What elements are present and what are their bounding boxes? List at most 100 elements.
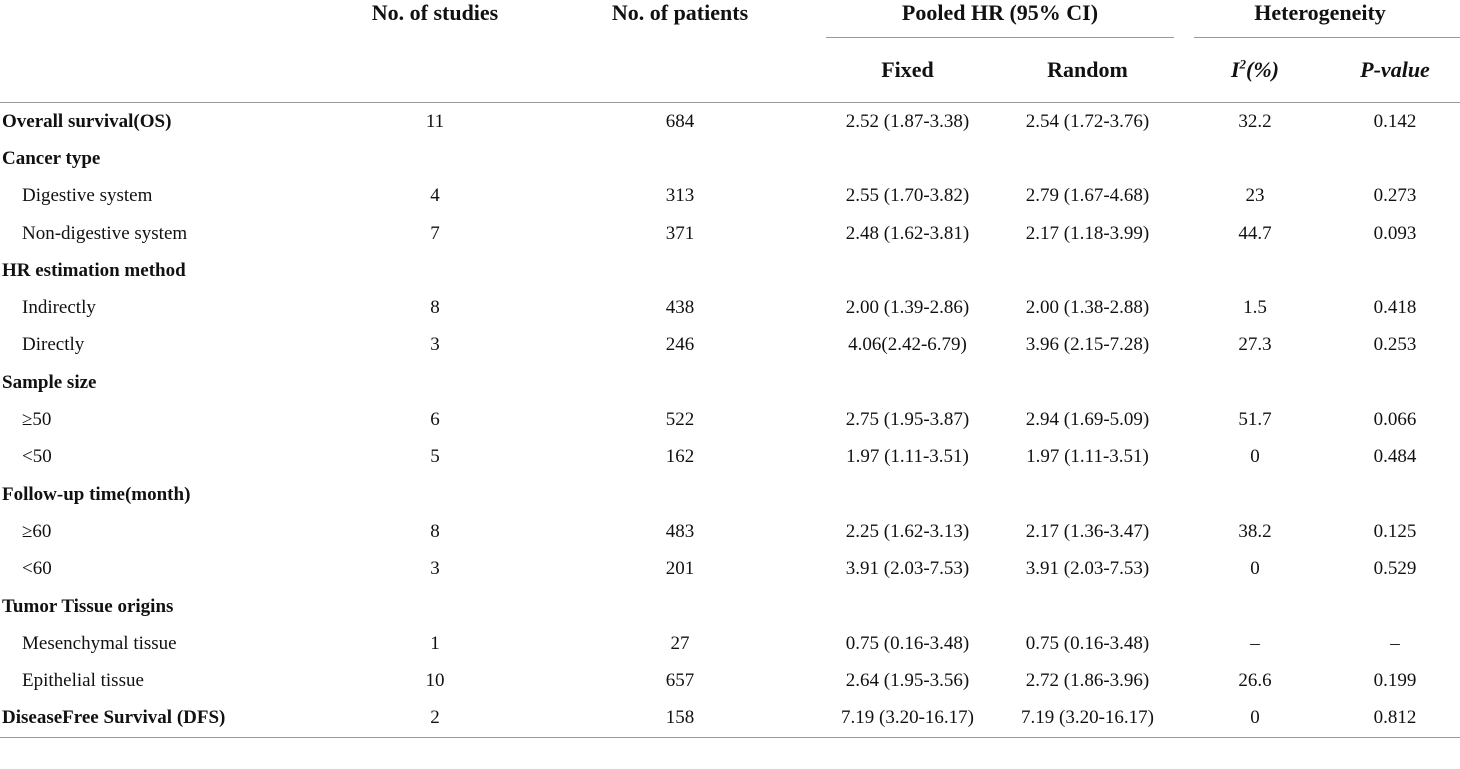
cell-random-hr	[995, 252, 1180, 289]
cell-patients: 438	[665, 297, 695, 319]
cell-fixed-hr	[820, 588, 995, 625]
cell-patients: 158	[665, 707, 695, 729]
cell-patients: 657	[665, 670, 695, 692]
cell-p-value: 0.253	[1373, 334, 1417, 356]
cell-patients	[540, 364, 820, 401]
header-i2-suffix: (%)	[1246, 57, 1280, 82]
table-row: Directly 3 246 4.06(2.42-6.79) 3.96 (2.15-7.…	[0, 327, 1460, 364]
cell-p-value: 0.273	[1373, 185, 1417, 207]
cell-studies	[330, 364, 540, 401]
cell-studies: 8	[430, 297, 440, 319]
cell-p-value: 0.125	[1373, 520, 1417, 542]
cell-p-value	[1330, 588, 1460, 625]
cell-i2	[1180, 140, 1330, 177]
header-patients: No. of patients	[611, 0, 749, 25]
cell-patients	[540, 476, 820, 513]
cell-label: Sample size	[2, 371, 97, 393]
cell-studies: 3	[430, 558, 440, 580]
cell-patients: 522	[665, 409, 695, 431]
cell-fixed-hr: 2.64 (1.95-3.56)	[845, 670, 970, 692]
cell-random-hr: 3.91 (2.03-7.53)	[1025, 558, 1150, 580]
cell-label: Mesenchymal tissue	[22, 632, 177, 654]
cell-random-hr	[995, 476, 1180, 513]
cell-label: ≥60	[22, 520, 52, 542]
table-row: ≥50 6 522 2.75 (1.95-3.87) 2.94 (1.69-5.09) 5…	[0, 401, 1460, 438]
cell-label: Follow-up time(month)	[2, 483, 191, 505]
cell-label: HR estimation method	[2, 259, 186, 281]
cell-fixed-hr: 7.19 (3.20-16.17)	[841, 707, 974, 729]
cell-fixed-hr: 3.91 (2.03-7.53)	[845, 558, 970, 580]
cell-p-value	[1330, 476, 1460, 513]
cell-studies: 2	[430, 707, 440, 729]
cell-p-value: 0.199	[1373, 670, 1417, 692]
table-header: No. of studies No. of patients Pooled HR…	[0, 0, 1460, 103]
header-i2: I2(%)	[1180, 38, 1330, 103]
cell-i2: 51.7	[1238, 409, 1272, 431]
cell-p-value: 0.812	[1373, 707, 1417, 729]
cell-studies: 11	[425, 110, 445, 132]
cell-patients: 162	[665, 446, 695, 468]
cell-i2: –	[1250, 632, 1260, 654]
cell-random-hr: 2.79 (1.67-4.68)	[1025, 185, 1150, 207]
cell-studies: 3	[430, 334, 440, 356]
table-row: ≥60 8 483 2.25 (1.62-3.13) 2.17 (1.36-3.47) 3…	[0, 513, 1460, 550]
cell-label: Cancer type	[2, 147, 101, 169]
cell-random-hr: 0.75 (0.16-3.48)	[1025, 632, 1150, 654]
cell-patients	[540, 588, 820, 625]
cell-random-hr: 1.97 (1.11-3.51)	[1026, 446, 1149, 468]
header-random: Random	[1047, 57, 1128, 82]
cell-i2	[1180, 476, 1330, 513]
cell-i2	[1180, 252, 1330, 289]
cell-label: Digestive system	[22, 185, 153, 207]
cell-p-value: 0.142	[1373, 110, 1417, 132]
cell-fixed-hr	[820, 140, 995, 177]
header-fixed: Fixed	[881, 57, 934, 82]
header-studies: No. of studies	[371, 0, 499, 25]
table-row: Non-digestive system 7 371 2.48 (1.62-3.81)…	[0, 215, 1460, 252]
cell-fixed-hr: 2.48 (1.62-3.81)	[845, 222, 970, 244]
table-body: Overall survival(OS) 11 684 2.52 (1.87-3.38…	[0, 103, 1460, 738]
cell-random-hr: 2.17 (1.36-3.47)	[1025, 520, 1150, 542]
cell-fixed-hr: 4.06(2.42-6.79)	[848, 334, 967, 356]
cell-patients: 313	[665, 185, 695, 207]
header-pvalue: P-value	[1360, 57, 1430, 82]
header-i2-base: I	[1230, 57, 1240, 82]
cell-studies: 10	[425, 670, 445, 692]
cell-fixed-hr	[820, 364, 995, 401]
cell-p-value: 0.093	[1373, 222, 1417, 244]
cell-p-value	[1330, 364, 1460, 401]
cell-studies: 5	[430, 446, 440, 468]
cell-p-value	[1330, 140, 1460, 177]
cell-random-hr: 7.19 (3.20-16.17)	[1021, 707, 1154, 729]
cell-random-hr: 2.72 (1.86-3.96)	[1025, 670, 1150, 692]
cell-label: Directly	[22, 334, 85, 356]
cell-patients: 246	[665, 334, 695, 356]
cell-random-hr: 2.00 (1.38-2.88)	[1025, 297, 1150, 319]
table-row: HR estimation method	[0, 252, 1460, 289]
cell-label: Indirectly	[22, 297, 96, 319]
cell-p-value: 0.066	[1373, 409, 1417, 431]
cell-patients: 371	[665, 222, 695, 244]
table-row: Cancer type	[0, 140, 1460, 177]
cell-random-hr: 2.17 (1.18-3.99)	[1025, 222, 1150, 244]
cell-fixed-hr	[820, 476, 995, 513]
cell-p-value: –	[1390, 632, 1400, 654]
cell-label: Overall survival(OS)	[2, 110, 172, 132]
cell-p-value: 0.418	[1373, 297, 1417, 319]
header-patients-blank	[540, 38, 820, 103]
cell-patients: 27	[670, 632, 690, 654]
cell-studies: 4	[430, 185, 440, 207]
cell-i2	[1180, 588, 1330, 625]
table-row: <60 3 201 3.91 (2.03-7.53) 3.91 (2.03-7.53) 0…	[0, 551, 1460, 588]
cell-i2: 44.7	[1238, 222, 1272, 244]
cell-patients: 483	[665, 520, 695, 542]
meta-analysis-table: No. of studies No. of patients Pooled HR…	[0, 0, 1460, 738]
cell-i2: 38.2	[1238, 520, 1272, 542]
table-row: Sample size	[0, 364, 1460, 401]
header-heterogeneity: Heterogeneity	[1180, 0, 1460, 38]
cell-fixed-hr: 2.75 (1.95-3.87)	[845, 409, 970, 431]
cell-fixed-hr: 2.55 (1.70-3.82)	[845, 185, 970, 207]
cell-random-hr	[995, 140, 1180, 177]
cell-label: <60	[22, 558, 52, 580]
